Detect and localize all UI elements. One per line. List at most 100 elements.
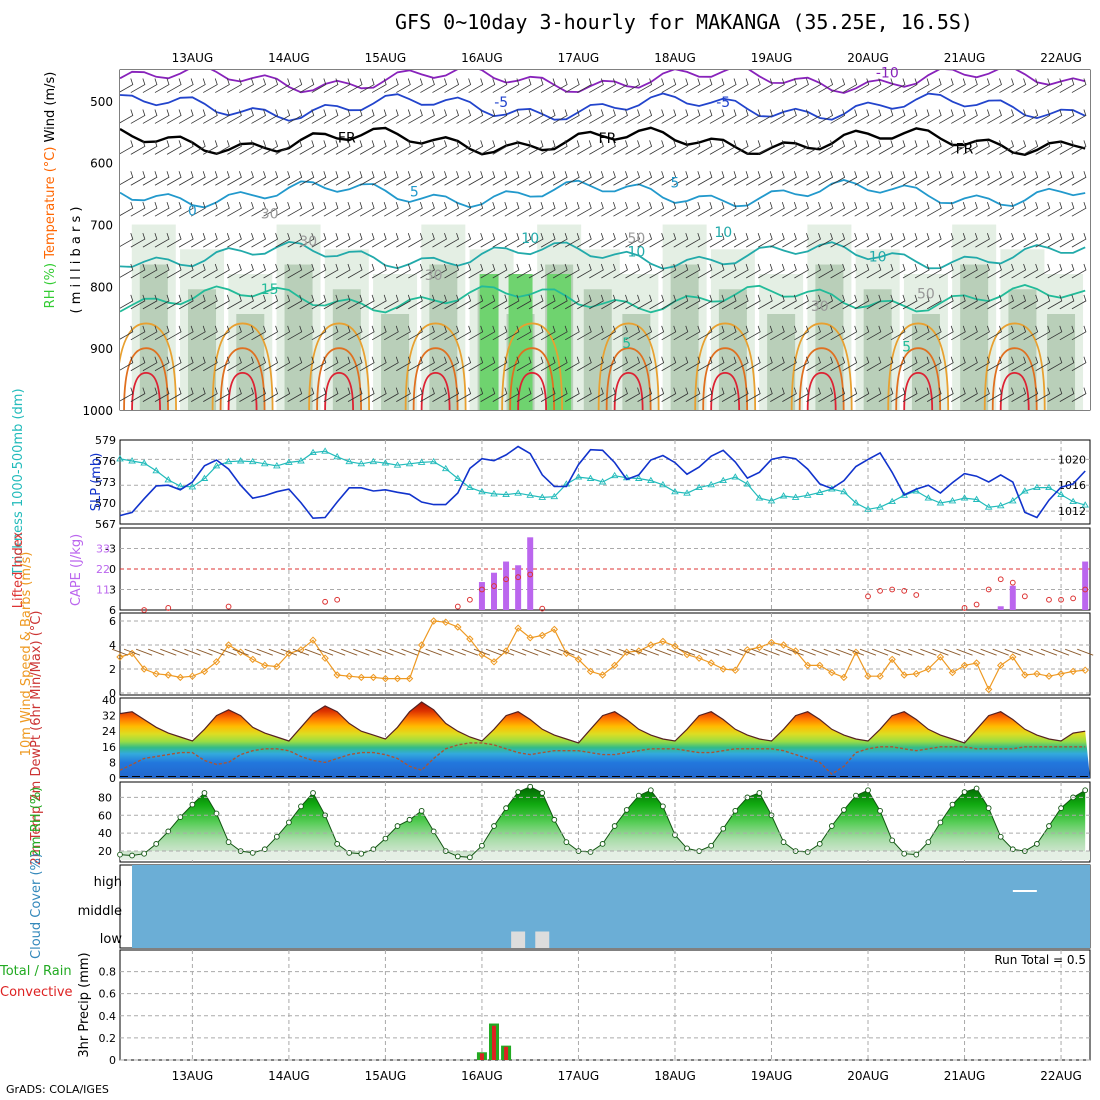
wind-barb: [528, 387, 544, 402]
wind-speed-point: [900, 671, 908, 679]
wind-barb: [975, 171, 990, 186]
wind-speed-point: [490, 658, 498, 666]
wind-barb: [818, 109, 834, 124]
wind-barb: [335, 78, 351, 93]
wind-barb: [673, 109, 689, 124]
wind-barb: [396, 294, 411, 310]
precip-conv-bar: [504, 1046, 509, 1060]
wind-barb: [685, 140, 701, 155]
upper-ylabel-part: Wind (m/s): [43, 72, 58, 143]
wind-barb: [613, 202, 628, 217]
contour-label: FR: [338, 130, 356, 146]
wind-speed-point: [755, 643, 764, 652]
wind-barb: [697, 78, 713, 93]
wind-barb: [227, 263, 242, 279]
wind-speed-point: [816, 661, 824, 670]
wind-barb: [842, 294, 858, 310]
wind-barb: [371, 387, 387, 402]
wind-barb: [227, 325, 242, 341]
precip-ylabel: 3hr Precip (mm): [77, 952, 92, 1057]
wind-barb: [830, 78, 846, 93]
wind-barb: [685, 232, 701, 248]
wind-barb: [577, 78, 592, 93]
temp-contour: [991, 347, 1038, 410]
contour-label: 5: [410, 185, 419, 201]
wind-barb: [1035, 78, 1051, 93]
wind-barb: [1023, 109, 1039, 124]
wind-barb: [142, 232, 158, 248]
wind-barb: [420, 294, 435, 310]
wind-barb: [1059, 325, 1075, 341]
wind-barb: [504, 294, 520, 310]
wind-speed-point: [550, 625, 559, 634]
cloud-low-bar: [535, 931, 550, 948]
xtick-bottom: 22AUG: [1040, 1069, 1082, 1083]
rh-point: [841, 807, 847, 813]
wind-barb: [540, 232, 556, 248]
wind-barb: [384, 78, 399, 93]
wind-barb-10m: [184, 648, 201, 656]
wind-barb: [263, 109, 279, 124]
wind-barb: [456, 356, 472, 372]
wind-barb: [371, 294, 387, 310]
wind-barb: [1047, 387, 1063, 402]
wind-barb-10m: [678, 648, 696, 656]
wind-barb: [951, 171, 966, 186]
thickness-point: [996, 501, 1005, 509]
xtick-bottom: 16AUG: [461, 1069, 503, 1083]
wind-barb: [782, 78, 797, 93]
wind-barb: [1023, 387, 1039, 402]
wind-barb: [697, 387, 713, 402]
wind-barb: [890, 109, 906, 124]
thickness-line: [119, 450, 1086, 510]
xtick-bottom: 19AUG: [751, 1069, 793, 1083]
wind-barb-10m: [920, 648, 937, 656]
wind-barb: [540, 78, 556, 93]
wind-barb: [468, 140, 484, 155]
wind-barb: [287, 356, 303, 372]
wind-barb: [516, 202, 532, 217]
thickness-point: [538, 493, 547, 500]
contour-label: FR: [956, 141, 974, 157]
upper-ylabel: RH (%) Temperature (°C) Wind (m/s): [43, 72, 58, 309]
wind-barb: [951, 202, 966, 217]
wind-barb: [120, 232, 134, 247]
wind-barb: [733, 232, 749, 248]
wind-barb: [613, 294, 628, 310]
wind-barb: [770, 387, 785, 402]
rh-point: [189, 801, 196, 808]
wind-barb: [999, 232, 1014, 248]
wind-barb: [685, 325, 701, 341]
rh-point: [249, 849, 256, 856]
wind-barb: [866, 202, 882, 217]
wind-speed-point: [526, 634, 534, 642]
wind-barb: [120, 387, 134, 402]
wind-barb: [130, 140, 146, 155]
wind-barb: [492, 140, 508, 155]
wind-barb-10m: [196, 648, 213, 656]
wind-barb-10m: [666, 648, 684, 656]
wind-barb: [601, 263, 616, 279]
wind-barb: [878, 202, 894, 217]
cape-bar: [1082, 561, 1089, 610]
xtick-top: 21AUG: [944, 51, 986, 65]
wind-barb: [480, 171, 496, 186]
rh-point: [901, 850, 908, 857]
contour-label: 50: [917, 287, 935, 303]
cloud-cover-panel: high middle low: [78, 865, 1090, 948]
wind-barb-10m: [401, 648, 418, 656]
wind-barb-10m: [148, 648, 165, 656]
wind-barb: [564, 294, 580, 310]
rh-point: [382, 835, 389, 842]
cape-bar: [997, 606, 1004, 610]
temp-contour: [710, 372, 741, 410]
wind-barb: [396, 232, 411, 248]
xtick-top: 13AUG: [172, 51, 214, 65]
wind-barb-10m: [268, 648, 285, 656]
wind-barb-10m: [449, 648, 466, 656]
wind-barb: [806, 202, 821, 217]
thickness-point: [840, 487, 848, 495]
wind-speed-point: [309, 636, 317, 644]
wind-barb: [878, 232, 894, 248]
wind-barb-10m: [1064, 648, 1082, 656]
